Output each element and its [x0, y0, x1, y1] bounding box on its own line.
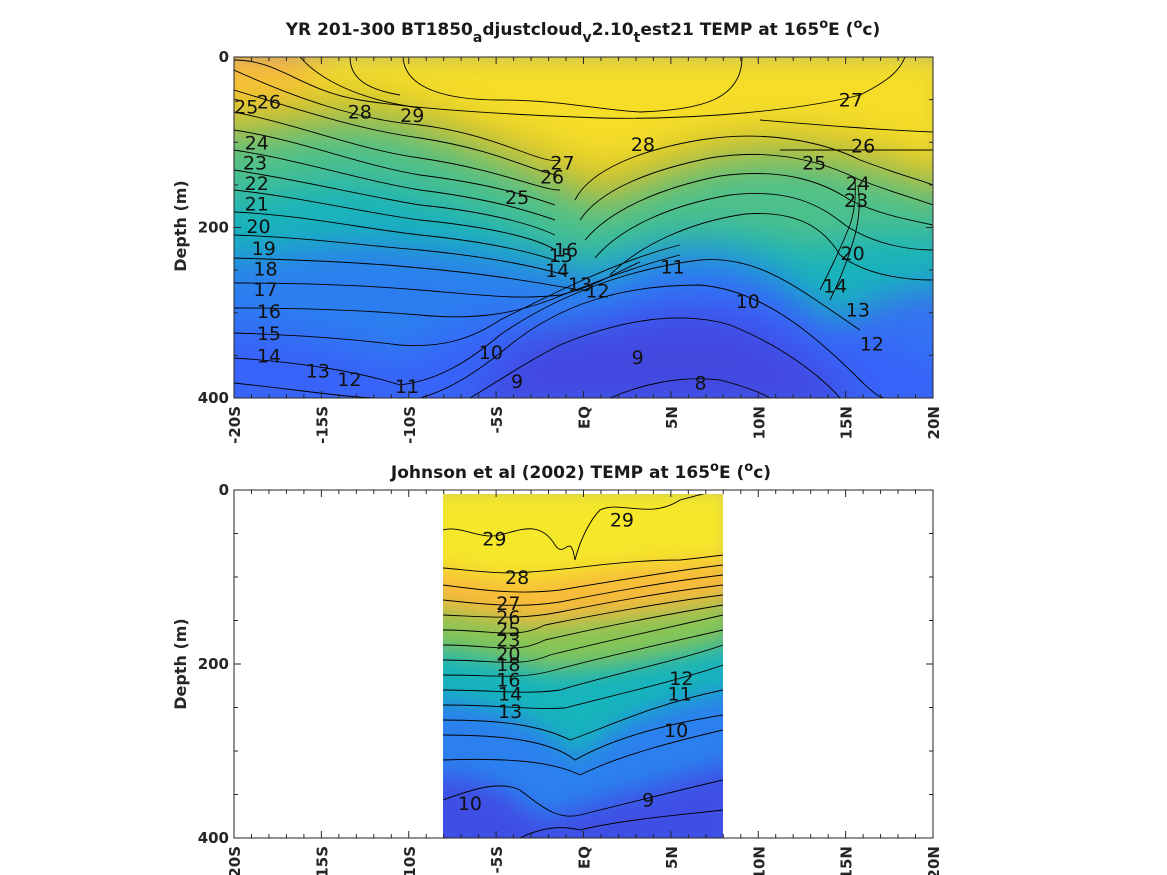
x-tick-label: 15N [838, 846, 856, 875]
contour-label: 14 [545, 260, 569, 282]
contour-label: 12 [860, 333, 884, 355]
contour-label: 21 [245, 194, 269, 216]
contour-label: 28 [631, 134, 655, 156]
contour-label: 24 [846, 173, 870, 195]
x-tick-label: EQ [576, 406, 594, 429]
panel-obs: Johnson et al (2002) TEMP at 165oE (oc) [171, 460, 943, 875]
y-tick-label: 0 [219, 481, 229, 499]
contour-label: 15 [257, 323, 281, 345]
contour-label: 16 [496, 670, 520, 692]
panel-obs-title: Johnson et al (2002) TEMP at 165oE (oc) [390, 460, 771, 483]
contour-label: 13 [306, 361, 330, 383]
contour-label: 17 [253, 279, 277, 301]
contour-label: 18 [496, 654, 520, 676]
panel-model-ticks: -20S -15S -10S -5S EQ 5N 10N 15N 20N 0 200 400 [198, 48, 943, 444]
x-tick-label: -10S [401, 406, 419, 444]
contour-label: 8 [695, 373, 707, 395]
contour-label: 10 [736, 291, 760, 313]
contour-label: 9 [632, 347, 644, 369]
contour-label: 24 [245, 132, 269, 154]
contour-label: 10 [664, 720, 688, 742]
contour-label: 20 [246, 216, 270, 238]
contour-label: 29 [400, 105, 424, 127]
y-tick-label: 400 [198, 389, 229, 407]
x-tick-label: 5N [663, 846, 681, 869]
panel-obs-ylabel: Depth (m) [171, 618, 190, 710]
x-tick-label: 10N [750, 846, 768, 875]
contour-label: 9 [642, 790, 654, 812]
contour-label: 29 [610, 510, 634, 532]
contour-label: 25 [505, 187, 529, 209]
panel-obs-ticks: -20S -15S -10S -5S EQ 5N 10N 15N 20N 0 200 400 [198, 481, 943, 875]
y-tick-label: 200 [198, 219, 229, 237]
contour-label: 14 [823, 275, 847, 297]
contour-label: 27 [839, 90, 863, 112]
contour-label: 11 [395, 376, 419, 398]
panel-obs-contours [443, 494, 723, 838]
contour-label: 28 [505, 567, 529, 589]
x-tick-label: -5S [488, 406, 506, 433]
panel-model: YR 201-300 BT1850adjustcloudv2.10test21 … [171, 17, 943, 444]
contour-label: 13 [846, 299, 870, 321]
x-tick-label: -10S [401, 846, 419, 875]
x-tick-label: EQ [576, 846, 594, 869]
contour-label: 11 [668, 684, 692, 706]
x-tick-label: -20S [226, 406, 244, 444]
contour-label: 11 [661, 257, 685, 279]
x-tick-label: -5S [488, 846, 506, 873]
contour-label: 10 [458, 793, 482, 815]
x-tick-label: 20N [925, 846, 943, 875]
x-tick-label: 15N [838, 406, 856, 439]
contour-label: 25 [802, 153, 826, 175]
contour-label: 14 [498, 684, 522, 706]
y-tick-label: 400 [198, 829, 229, 847]
contour-label: 23 [496, 630, 520, 652]
field-colors [234, 57, 933, 398]
x-tick-label: 20N [925, 406, 943, 439]
contour-label: 13 [568, 274, 592, 296]
contour-label: 20 [841, 243, 865, 265]
contour-label: 23 [844, 190, 868, 212]
contour-label: 26 [257, 91, 281, 113]
contour-label: 19 [252, 238, 276, 260]
contour-label: 26 [540, 166, 564, 188]
contour-label: 27 [496, 593, 520, 615]
contour-label: 25 [234, 96, 258, 118]
contour-label: 27 [550, 153, 574, 175]
panel-model-ylabel: Depth (m) [171, 180, 190, 272]
contour-label: 12 [585, 281, 609, 303]
contour-label: 18 [253, 258, 277, 280]
x-tick-label: 10N [750, 406, 768, 439]
contour-label: 9 [511, 371, 523, 393]
x-tick-label: -15S [313, 846, 331, 875]
contour-label: 25 [496, 619, 520, 641]
y-tick-label: 0 [219, 48, 229, 66]
contour-label: 22 [245, 173, 269, 195]
panel-model-title: YR 201-300 BT1850adjustcloudv2.10test21 … [285, 17, 881, 46]
x-tick-label: -20S [226, 846, 244, 875]
contour-label: 20 [496, 644, 520, 666]
panel-model-contours [234, 57, 933, 398]
contour-label: 29 [482, 529, 506, 551]
contour-label: 28 [348, 102, 372, 124]
contour-label: 16 [554, 240, 578, 262]
contour-label: 14 [257, 345, 281, 367]
contour-label: 26 [851, 136, 875, 158]
x-tick-label: 5N [663, 406, 681, 429]
contour-label: 15 [549, 245, 573, 267]
contour-label: 16 [257, 301, 281, 323]
contour-label: 26 [496, 607, 520, 629]
contour-label: 13 [498, 701, 522, 723]
contour-label: 10 [479, 342, 503, 364]
x-tick-label: -15S [313, 406, 331, 444]
contour-label: 12 [669, 668, 693, 690]
y-tick-label: 200 [198, 655, 229, 673]
contour-label: 23 [243, 153, 267, 175]
contour-label: 12 [337, 369, 361, 391]
